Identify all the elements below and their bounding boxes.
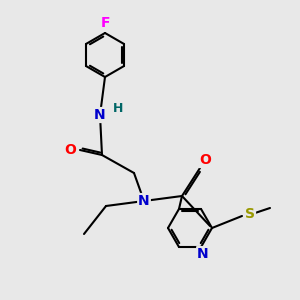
Text: N: N: [197, 247, 209, 261]
Text: O: O: [199, 153, 211, 167]
Text: F: F: [100, 16, 110, 30]
Text: O: O: [64, 143, 76, 157]
Text: N: N: [94, 108, 106, 122]
Text: S: S: [245, 207, 255, 221]
Text: N: N: [138, 194, 150, 208]
Text: H: H: [113, 103, 123, 116]
